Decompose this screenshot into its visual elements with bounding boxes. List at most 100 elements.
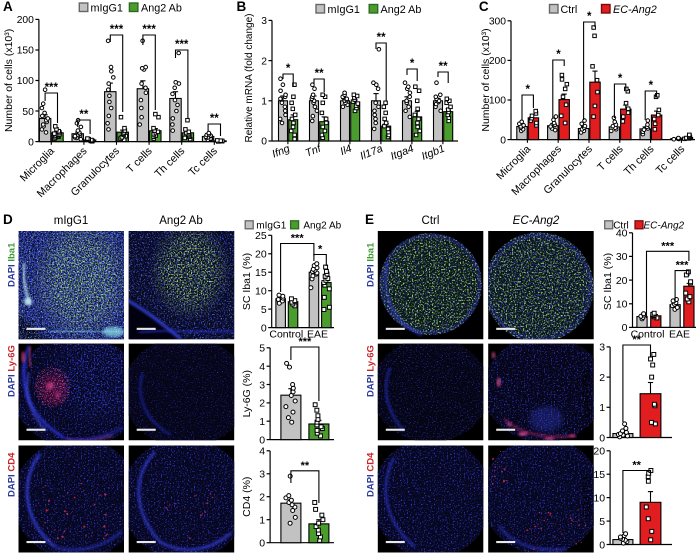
- svg-text:Ang2 Ab: Ang2 Ab: [141, 3, 182, 15]
- svg-text:25: 25: [255, 230, 267, 242]
- svg-text:mIgG1: mIgG1: [328, 4, 360, 16]
- svg-text:1: 1: [261, 97, 267, 108]
- svg-text:5: 5: [259, 343, 265, 355]
- svg-text:A: A: [3, 0, 13, 14]
- svg-text:0: 0: [28, 137, 34, 148]
- svg-text:SC Iba1 (%): SC Iba1 (%): [241, 253, 253, 310]
- svg-text:0: 0: [261, 322, 267, 334]
- svg-text:**: **: [301, 460, 310, 472]
- svg-text:15: 15: [255, 267, 267, 279]
- svg-text:Ctrl: Ctrl: [422, 215, 440, 227]
- svg-text:***: ***: [298, 336, 312, 348]
- svg-text:10: 10: [593, 492, 605, 504]
- svg-text:Il17a: Il17a: [358, 143, 384, 163]
- svg-text:1: 1: [599, 402, 605, 414]
- svg-text:T cells: T cells: [124, 145, 155, 176]
- svg-text:Ly-6G (%): Ly-6G (%): [581, 370, 593, 417]
- svg-text:3: 3: [259, 469, 265, 481]
- svg-text:DAPI CD4: DAPI CD4: [366, 452, 377, 497]
- svg-text:200: 200: [17, 15, 34, 26]
- svg-text:Tc cells: Tc cells: [186, 145, 220, 179]
- svg-text:**: **: [632, 460, 641, 472]
- svg-text:150: 150: [17, 46, 34, 57]
- svg-text:Relative mRNA (fold change): Relative mRNA (fold change): [244, 14, 255, 143]
- svg-text:4: 4: [259, 361, 265, 373]
- svg-text:0: 0: [259, 434, 265, 446]
- svg-text:100: 100: [17, 76, 34, 87]
- svg-text:Control: Control: [269, 329, 303, 341]
- svg-text:30: 30: [616, 251, 628, 263]
- svg-text:***: ***: [175, 39, 189, 51]
- svg-text:0: 0: [599, 539, 605, 551]
- svg-text:5: 5: [261, 304, 267, 316]
- svg-text:4: 4: [259, 446, 265, 458]
- svg-text:DAPI CD4: DAPI CD4: [7, 452, 18, 497]
- svg-text:20: 20: [593, 446, 605, 458]
- svg-text:**: **: [210, 113, 219, 125]
- svg-text:*: *: [525, 84, 530, 96]
- svg-text:mIgG1: mIgG1: [91, 3, 123, 15]
- svg-text:**: **: [439, 61, 448, 73]
- svg-text:DAPI Ly-6G: DAPI Ly-6G: [7, 345, 18, 397]
- svg-text:DAPI Ly-6G: DAPI Ly-6G: [366, 345, 377, 397]
- svg-text:40: 40: [616, 228, 628, 240]
- svg-text:Itgb1: Itgb1: [420, 143, 447, 163]
- svg-text:E: E: [365, 212, 374, 227]
- svg-text:DAPI Iba1: DAPI Iba1: [366, 242, 377, 287]
- svg-text:Il4: Il4: [339, 143, 354, 158]
- svg-text:*: *: [556, 49, 561, 61]
- svg-text:***: ***: [110, 24, 124, 36]
- svg-text:Ifng: Ifng: [270, 143, 291, 161]
- svg-text:Number of cells (x10³): Number of cells (x10³): [3, 29, 15, 132]
- svg-text:Ang2 Ab: Ang2 Ab: [303, 220, 341, 231]
- svg-text:1: 1: [259, 515, 265, 527]
- svg-text:*: *: [410, 58, 415, 70]
- svg-text:*: *: [286, 63, 291, 75]
- svg-text:D: D: [3, 212, 13, 227]
- svg-text:***: ***: [676, 260, 690, 272]
- svg-text:**: **: [315, 68, 324, 80]
- svg-text:Tc cells: Tc cells: [654, 143, 688, 177]
- svg-text:***: ***: [45, 82, 59, 94]
- svg-text:Ang2 Ab: Ang2 Ab: [159, 215, 202, 227]
- svg-text:200: 200: [489, 56, 506, 67]
- svg-text:CD4 (%): CD4 (%): [241, 477, 253, 517]
- svg-text:10: 10: [616, 299, 628, 311]
- svg-text:DAPI Iba1: DAPI Iba1: [7, 242, 18, 287]
- svg-text:0: 0: [500, 135, 506, 146]
- svg-text:mIgG1: mIgG1: [256, 220, 286, 231]
- svg-text:Ctrl: Ctrl: [613, 220, 629, 231]
- svg-text:mIgG1: mIgG1: [54, 215, 89, 227]
- svg-text:Tnf: Tnf: [304, 142, 324, 159]
- svg-text:Th cells: Th cells: [153, 145, 188, 180]
- svg-text:***: ***: [142, 24, 156, 36]
- svg-text:Itga4: Itga4: [389, 143, 416, 163]
- svg-text:EC-Ang2: EC-Ang2: [613, 4, 657, 16]
- svg-text:Ly-6G (%): Ly-6G (%): [241, 370, 253, 417]
- svg-text:2: 2: [259, 492, 265, 504]
- svg-text:**: **: [79, 109, 88, 121]
- svg-text:EC-Ang2: EC-Ang2: [513, 215, 560, 227]
- svg-text:*: *: [587, 11, 592, 23]
- svg-text:**: **: [377, 32, 386, 44]
- svg-text:0: 0: [622, 322, 628, 334]
- svg-text:***: ***: [291, 233, 305, 245]
- svg-text:20: 20: [616, 275, 628, 287]
- svg-text:3: 3: [261, 16, 267, 27]
- svg-text:EC-Ang2: EC-Ang2: [644, 220, 685, 231]
- svg-text:***: ***: [661, 240, 675, 252]
- svg-text:B: B: [237, 0, 247, 14]
- svg-text:10: 10: [255, 286, 267, 298]
- svg-text:C: C: [479, 0, 489, 14]
- svg-text:100: 100: [489, 96, 506, 107]
- svg-text:15: 15: [593, 469, 605, 481]
- svg-text:2: 2: [599, 372, 605, 384]
- svg-text:CD4 (%): CD4 (%): [581, 477, 593, 517]
- svg-text:SC Iba1 (%): SC Iba1 (%): [602, 253, 614, 310]
- svg-text:1: 1: [259, 416, 265, 428]
- svg-text:20: 20: [255, 249, 267, 261]
- svg-text:2: 2: [261, 56, 267, 67]
- svg-text:0: 0: [259, 538, 265, 550]
- svg-text:Ctrl: Ctrl: [561, 4, 578, 16]
- svg-text:300: 300: [489, 17, 506, 28]
